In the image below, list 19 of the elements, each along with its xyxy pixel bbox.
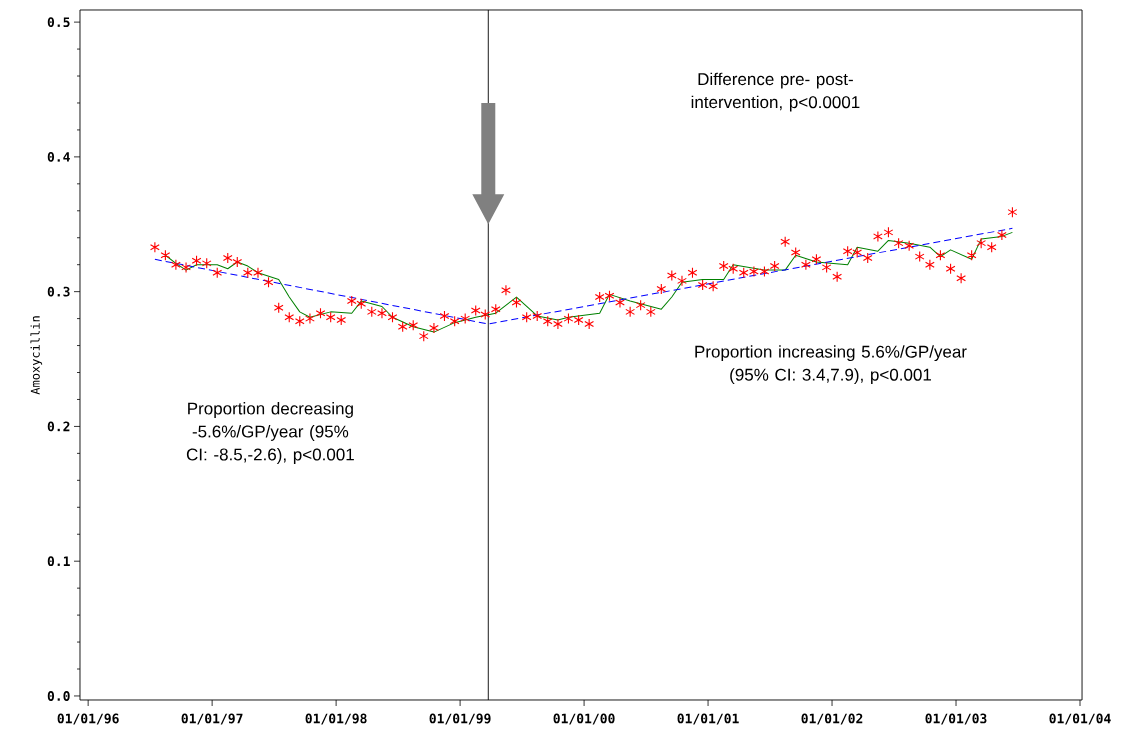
y-tick-label: 0.5 xyxy=(47,17,70,28)
x-tick-label: 01/01/02 xyxy=(801,713,863,725)
x-tick-label: 01/01/01 xyxy=(677,713,739,725)
y-tick-label: 0.3 xyxy=(47,286,70,297)
x-tick-label: 01/01/99 xyxy=(429,713,491,725)
annotation: Proportion decreasing -5.6%/GP/year (95% CI: -8.5,-2.6), p<0.001 xyxy=(186,402,354,464)
annotation: Proportion increasing 5.6%/GP/year (95% CI: 3.4,7.9), p<0.001 xyxy=(695,345,967,385)
y-tick-label: 0.0 xyxy=(47,691,70,701)
x-tick-label: 01/01/98 xyxy=(305,713,367,725)
x-tick-label: 01/01/00 xyxy=(553,713,615,725)
y-axis-title: Amoxycillin xyxy=(30,316,43,395)
annotation: Difference pre- post-intervention, p<0.0001 xyxy=(691,72,860,112)
x-tick-label: 01/01/97 xyxy=(181,713,243,725)
x-tick-label: 01/01/03 xyxy=(925,713,987,725)
y-tick-label: 0.4 xyxy=(47,151,70,162)
y-tick-label: 0.1 xyxy=(47,556,70,567)
y-tick-label: 0.2 xyxy=(47,421,70,432)
x-tick-label: 01/01/04 xyxy=(1049,713,1111,725)
x-tick-label: 01/01/96 xyxy=(57,713,119,725)
